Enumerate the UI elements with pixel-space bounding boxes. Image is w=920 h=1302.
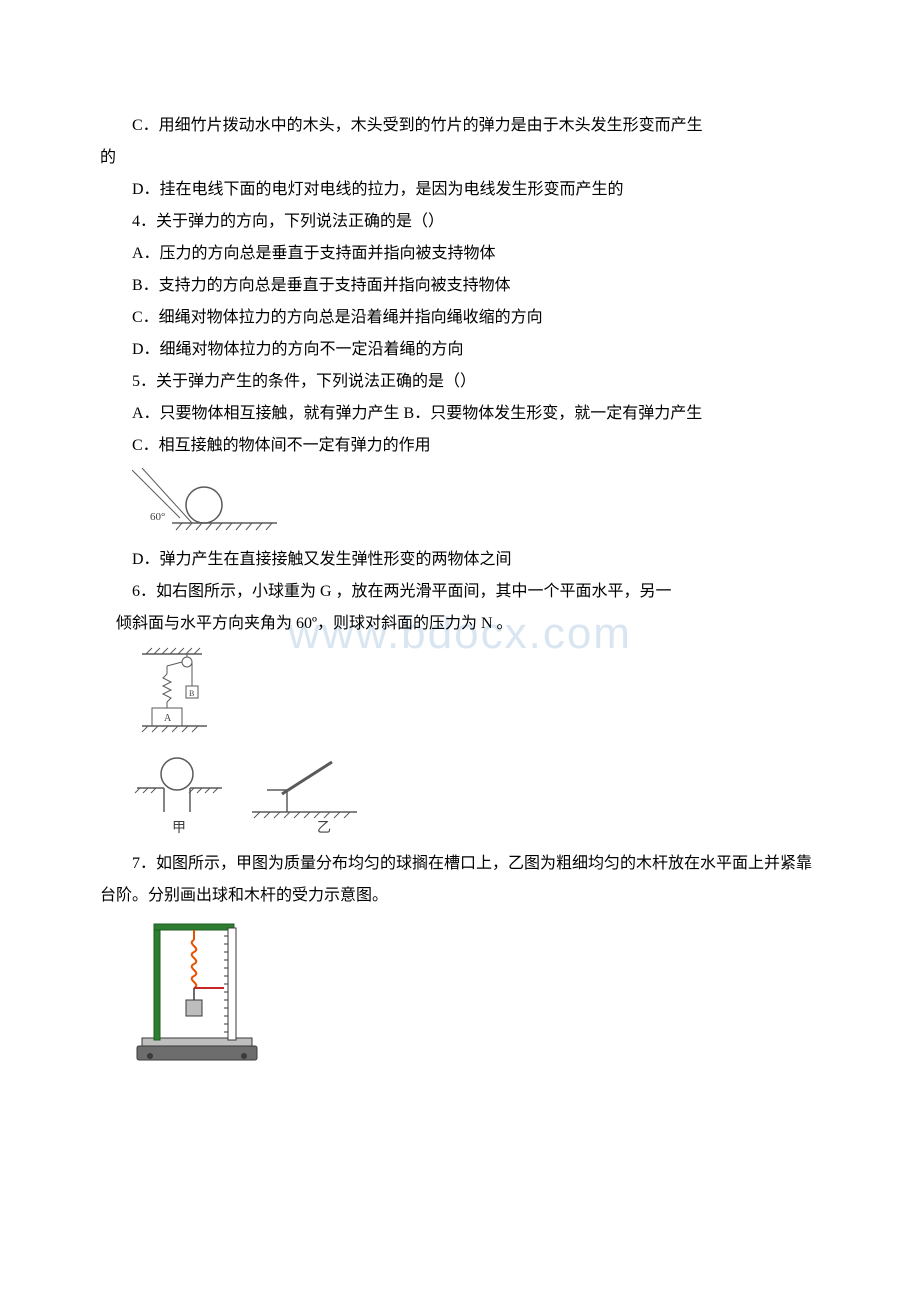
q6-line2: 倾斜面与水平方向夹角为 60º，则球对斜面的压力为 N 。 [100,608,820,640]
figure-slot-and-rod: 甲 [132,752,820,842]
q5-option-d: D．弹力产生在直接接触又发生弹性形变的两物体之间 [100,544,820,576]
q4-option-b: B．支持力的方向总是垂直于支持面并指向被支持物体 [100,270,820,302]
q4-stem: 4．关于弹力的方向，下列说法正确的是（） [100,206,820,238]
q4-option-a: A．压力的方向总是垂直于支持面并指向被支持物体 [100,238,820,270]
svg-text:A: A [164,713,172,724]
angle-label: 60° [150,511,165,523]
figure-incline: 60° [132,468,820,538]
label-yi: 乙 [317,820,331,836]
q5-option-c: C．相互接触的物体间不一定有弹力的作用 [100,430,820,462]
svg-text:B: B [189,689,194,698]
label-jia: 甲 [172,821,186,836]
q7-stem: 7．如图所示，甲图为质量分布均匀的球搁在槽口上，乙图为粗细均匀的木杆放在水平面上… [100,848,820,912]
q3-option-d: D．挂在电线下面的电灯对电线的拉力，是因为电线发生形变而产生的 [100,174,820,206]
q5-stem: 5．关于弹力产生的条件，下列说法正确的是（） [100,366,820,398]
figure-spring-box: B A [132,646,820,746]
q3-option-c-cont: 的 [100,142,820,174]
q6-line1: 6．如右图所示，小球重为 G ，放在两光滑平面间，其中一个平面水平，另一 [100,576,820,608]
figure-spring-balance [132,918,820,1068]
q3-option-c: C．用细竹片拨动水中的木头，木头受到的竹片的弹力是由于木头发生形变而产生 [100,110,820,142]
q5-option-ab: A．只要物体相互接触，就有弹力产生 B．只要物体发生形变，就一定有弹力产生 [100,398,820,430]
q4-option-c: C．细绳对物体拉力的方向总是沿着绳并指向绳收缩的方向 [100,302,820,334]
q4-option-d: D．细绳对物体拉力的方向不一定沿着绳的方向 [100,334,820,366]
